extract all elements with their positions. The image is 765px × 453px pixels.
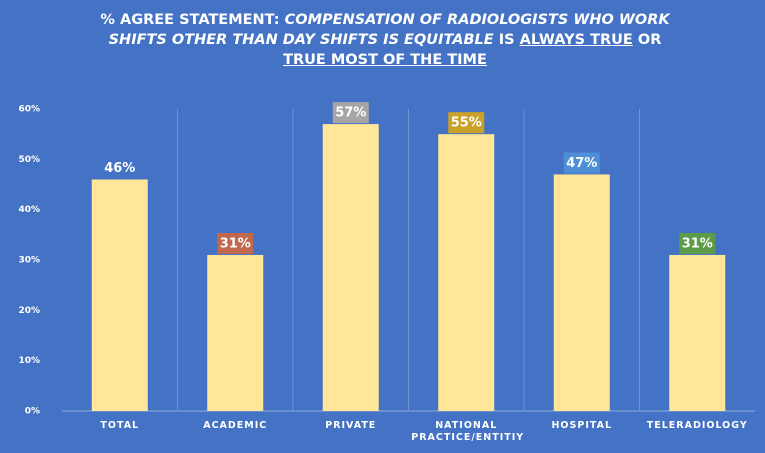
x-tick-label: NATIONAL PRACTICE/ENTITIY [411,420,525,443]
y-tick-label: 20% [18,306,40,316]
title-part: OR [632,32,662,48]
data-label: 55% [451,116,482,131]
y-tick-label: 10% [18,356,40,366]
title-part: TRUE MOST OF THE TIME [283,52,487,68]
y-tick-label: 50% [18,155,40,165]
title-part: IS [493,32,520,48]
bar [669,254,726,411]
title-part: COMPENSATION OF RADIOLOGISTS WHO WORK SH… [108,12,670,48]
y-tick-label: 40% [18,205,40,215]
x-tick-label: HOSPITAL [551,420,612,431]
bar [91,179,148,411]
x-tick-label: TELERADIOLOGY [646,420,748,431]
data-label: 46% [104,161,135,176]
x-tick-label: TOTAL [100,420,140,431]
bar [553,174,610,411]
bar [438,134,495,411]
data-label: 57% [335,106,366,121]
x-tick-label: PRIVATE [325,420,377,431]
x-tick-label: ACADEMIC [203,420,268,431]
label-box [563,152,600,174]
label-box [448,112,485,134]
y-tick-label: 0% [25,407,40,417]
data-label: 31% [220,236,251,251]
label-box [332,102,369,124]
title-part: % AGREE STATEMENT: [100,12,285,28]
bar [207,254,264,411]
bar [322,124,379,411]
title-part: ALWAYS TRUE [519,32,633,48]
chart-title: % AGREE STATEMENT: COMPENSATION OF RADIO… [90,10,680,70]
y-tick-label: 30% [18,256,40,266]
y-tick-label: 60% [18,105,40,115]
label-box [679,232,716,254]
data-label: 47% [566,156,597,171]
data-label: 31% [682,236,713,251]
label-box [217,232,254,254]
